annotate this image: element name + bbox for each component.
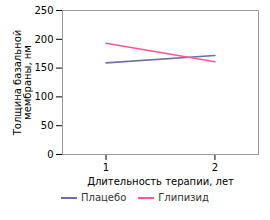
svg-text:Толщина базальноймембраны, нм: Толщина базальноймембраны, нм xyxy=(12,30,33,137)
html-text:Плацебо: Плацебо xyxy=(81,192,127,203)
svg-text:150: 150 xyxy=(34,62,53,73)
svg-text:1: 1 xyxy=(103,162,109,173)
svg-text:250: 250 xyxy=(34,5,53,16)
svg-text:2: 2 xyxy=(212,162,218,173)
html-text:Глипизид: Глипизид xyxy=(158,192,209,203)
svg-text:200: 200 xyxy=(34,34,53,45)
svg-text:Длительность терапии, лет: Длительность терапии, лет xyxy=(87,176,234,187)
svg-text:50: 50 xyxy=(41,120,54,131)
svg-text:100: 100 xyxy=(34,91,53,102)
svg-text:0: 0 xyxy=(47,149,53,160)
